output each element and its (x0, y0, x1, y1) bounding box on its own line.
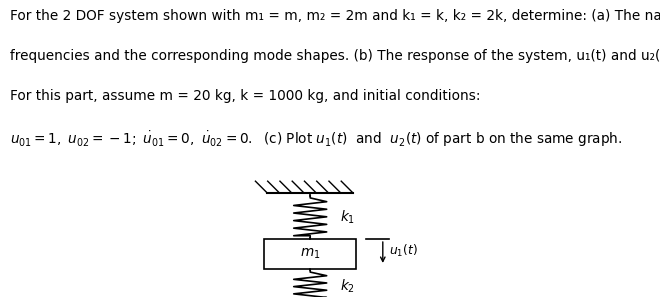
Text: For the 2 DOF system shown with m₁ = m, m₂ = 2m and k₁ = k, k₂ = 2k, determine: : For the 2 DOF system shown with m₁ = m, … (10, 9, 660, 23)
Text: $k_1$: $k_1$ (340, 208, 355, 225)
Text: $u_1(t)$: $u_1(t)$ (389, 243, 418, 259)
FancyBboxPatch shape (264, 239, 356, 269)
Text: $u_{01} = 1,\ u_{02} = -1;\ \dot{u}_{01} = 0,\ \dot{u}_{02} = 0.$  (c) Plot $u_1: $u_{01} = 1,\ u_{02} = -1;\ \dot{u}_{01}… (10, 129, 622, 149)
Text: $m_1$: $m_1$ (300, 247, 320, 261)
Text: frequencies and the corresponding mode shapes. (b) The response of the system, u: frequencies and the corresponding mode s… (10, 49, 660, 63)
Text: $k_2$: $k_2$ (340, 278, 355, 295)
Text: For this part, assume m = 20 kg, k = 1000 kg, and initial conditions:: For this part, assume m = 20 kg, k = 100… (10, 89, 480, 103)
